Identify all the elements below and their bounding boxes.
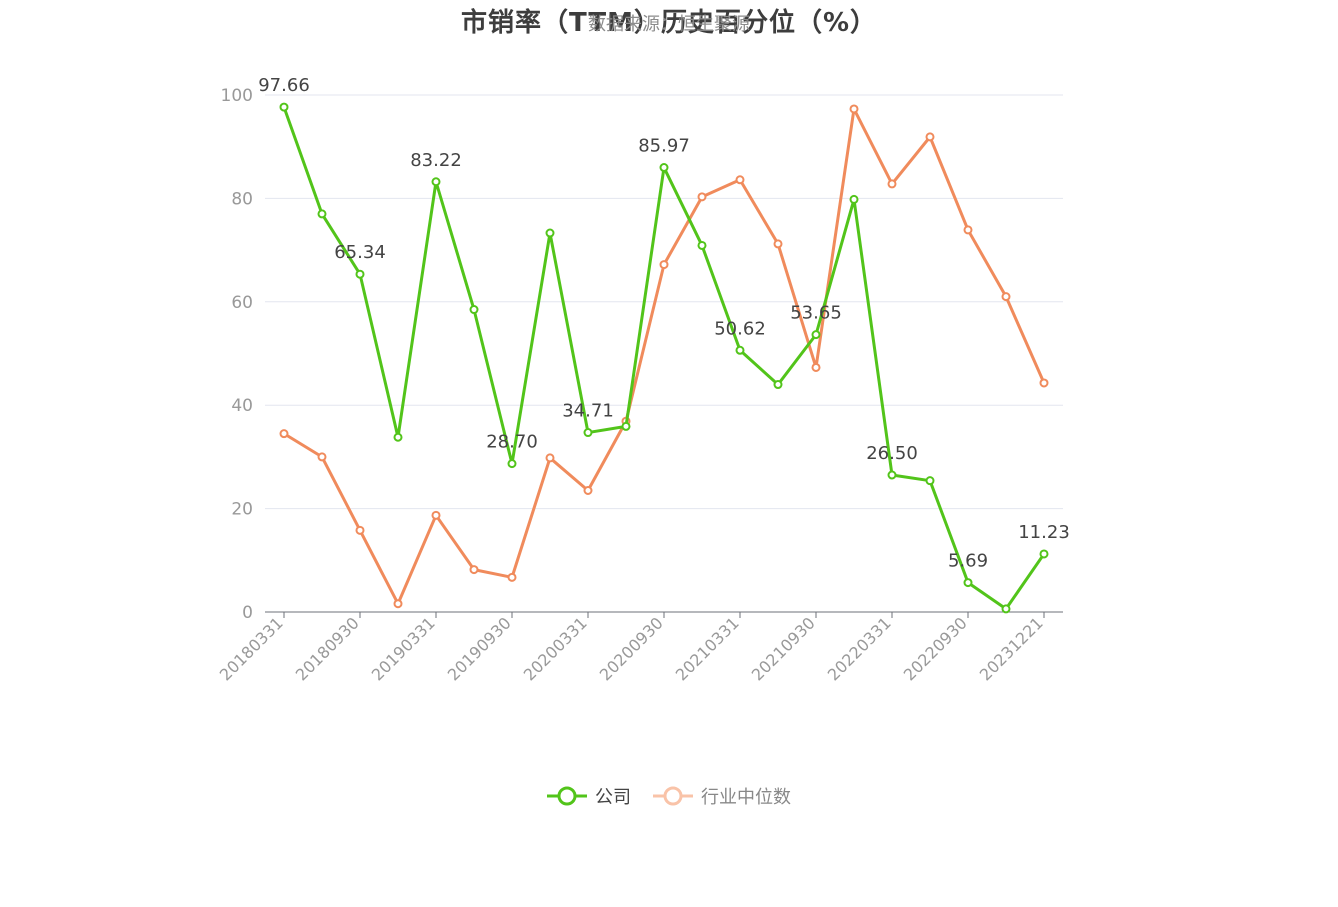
company-point: [963, 578, 973, 588]
x-tick-label: 20180930: [292, 613, 363, 684]
industry-point: [583, 486, 593, 496]
company-point: [545, 228, 555, 238]
company-point: [507, 459, 517, 469]
legend-industry-marker-icon: [653, 786, 693, 806]
y-tick-label: 40: [231, 396, 253, 416]
chart-subtitle: 数据来源：恒生聚源: [588, 14, 750, 35]
industry-point: [849, 104, 859, 114]
company-point: [659, 163, 669, 173]
x-tick-label: 20210331: [672, 613, 743, 684]
company-point: [1001, 604, 1011, 614]
company-point: [393, 432, 403, 442]
company-point: [887, 470, 897, 480]
industry-point: [735, 175, 745, 185]
data-label: 5.69: [948, 551, 988, 572]
line-chart: 0 20 40 60 80 100 20180331 20180930 20190331 2019…: [216, 75, 1070, 684]
x-tick-label: 20220930: [900, 613, 971, 684]
industry-point: [925, 132, 935, 142]
industry-point: [469, 565, 479, 575]
x-tick-label: 20190930: [444, 613, 515, 684]
x-tick-label: 20190331: [368, 613, 439, 684]
y-tick-label: 100: [221, 86, 253, 106]
data-label: 97.66: [258, 75, 310, 96]
y-tick-label: 60: [231, 293, 253, 313]
legend-item-industry[interactable]: 行业中位数: [653, 783, 791, 809]
data-label: 34.71: [562, 401, 614, 422]
industry-point: [431, 510, 441, 520]
industry-point: [279, 429, 289, 439]
data-label: 26.50: [866, 443, 918, 464]
company-point: [735, 345, 745, 355]
legend-item-company[interactable]: 公司: [547, 783, 631, 809]
data-label: 28.70: [486, 432, 538, 453]
industry-point: [1001, 292, 1011, 302]
industry-point: [507, 572, 517, 582]
company-point: [583, 428, 593, 438]
company-point: [1039, 549, 1049, 559]
industry-point: [355, 525, 365, 535]
legend-company-marker-icon: [547, 786, 587, 806]
data-label: 53.65: [790, 303, 842, 324]
data-label: 65.34: [334, 242, 386, 263]
data-label: 50.62: [714, 318, 766, 339]
y-tick-label: 0: [242, 603, 253, 623]
industry-point: [393, 599, 403, 609]
x-tick-label: 20231221: [976, 613, 1047, 684]
industry-series-line: [283, 107, 1046, 606]
industry-point: [963, 225, 973, 235]
company-point: [469, 305, 479, 315]
industry-point: [811, 362, 821, 372]
company-point: [811, 330, 821, 340]
x-tick-label: 20200930: [596, 613, 667, 684]
data-label: 85.97: [638, 136, 690, 157]
company-point: [849, 194, 859, 204]
chart-legend: 公司 行业中位数: [0, 783, 1338, 809]
industry-point: [317, 452, 327, 462]
industry-point: [659, 260, 669, 270]
company-point: [925, 476, 935, 486]
company-point: [317, 209, 327, 219]
industry-point: [773, 239, 783, 249]
company-point: [279, 102, 289, 112]
y-tick-label: 80: [231, 189, 253, 209]
y-tick-label: 20: [231, 500, 253, 520]
company-point: [355, 269, 365, 279]
industry-point: [1039, 378, 1049, 388]
legend-label-company: 公司: [595, 787, 631, 808]
industry-point: [887, 179, 897, 189]
industry-point: [697, 192, 707, 202]
data-label: 11.23: [1018, 522, 1070, 543]
x-tick-label: 20210930: [748, 613, 819, 684]
company-point: [773, 380, 783, 390]
company-point: [697, 240, 707, 250]
x-tick-label: 20180331: [216, 613, 287, 684]
x-tick-label: 20200331: [520, 613, 591, 684]
company-point: [431, 177, 441, 187]
chart-title: 市销率（TTM）历史百分位（%）: [461, 8, 877, 38]
company-point: [621, 421, 631, 431]
legend-label-industry: 行业中位数: [701, 787, 791, 808]
x-tick-label: 20220331: [824, 613, 895, 684]
company-series-line: [282, 106, 1046, 611]
industry-point: [545, 453, 555, 463]
data-label: 83.22: [410, 150, 462, 171]
